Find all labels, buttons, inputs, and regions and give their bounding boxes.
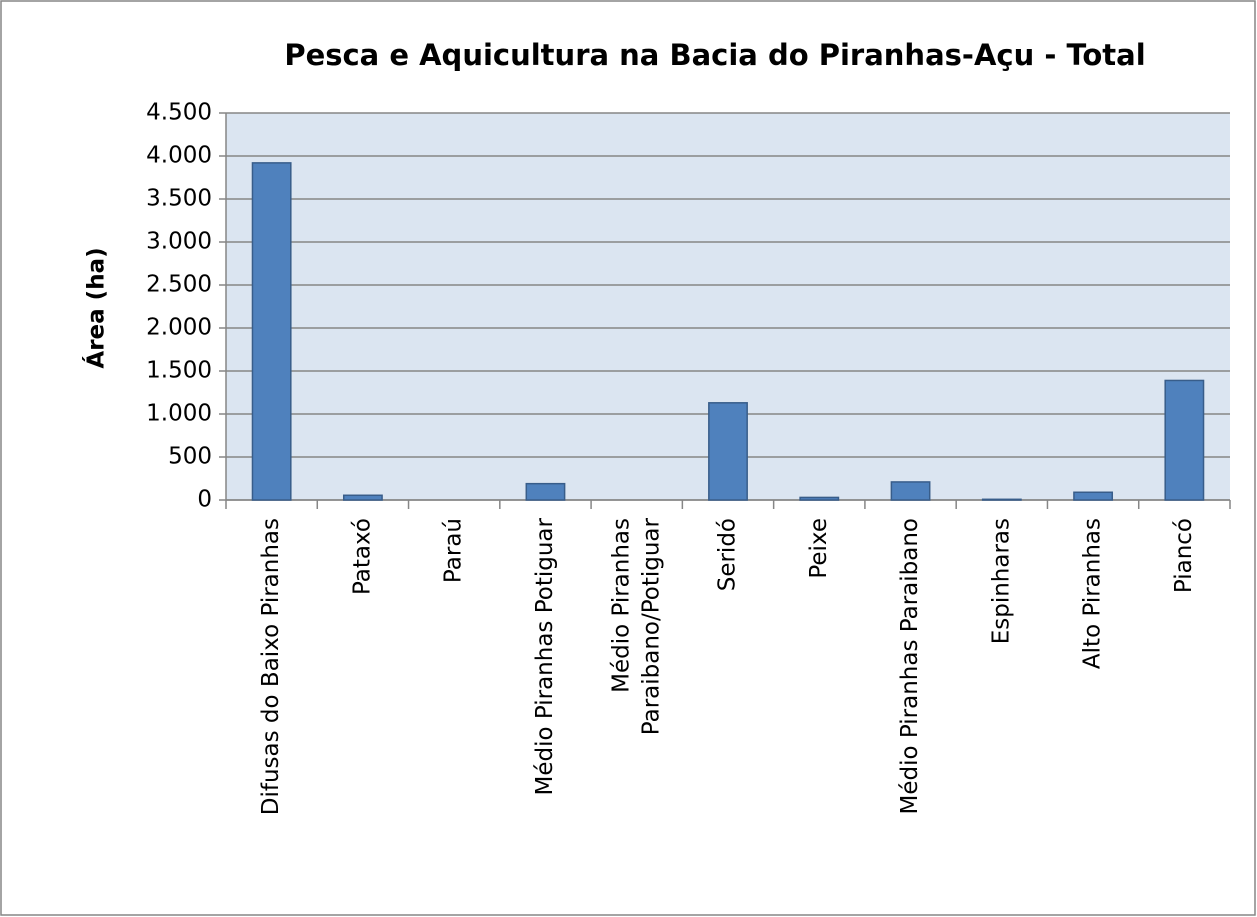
x-tick-label: Espinharas [988,518,1014,644]
bar [708,402,748,501]
y-tick-label: 3.000 [146,229,212,255]
x-tick-label: Seridó [715,518,741,591]
y-tick-label: 1.500 [146,358,212,384]
y-tick-label: 2.500 [146,272,212,298]
x-tick-label: Médio Piranhas Paraibano [897,518,923,814]
x-tick-label: Pataxó [349,518,375,595]
x-tick-label: Médio Piranhas Paraibano/Potiguar [608,517,664,735]
x-tick-label: Difusas do Baixo Piranhas [258,518,284,815]
y-tick-label: 500 [168,444,212,470]
x-tick-label: Médio Piranhas Potiguar [532,517,558,795]
bar [251,162,292,501]
x-tick-label: Peixe [806,518,832,579]
bar [525,482,566,501]
bar [1073,491,1114,501]
y-tick-label: 4.000 [146,143,212,169]
y-axis-label: Área (ha) [82,247,110,368]
x-tick-label: Paraú [441,518,467,583]
y-tick-label: 2.000 [146,315,212,341]
bar [981,498,1022,501]
y-tick-label: 3.500 [146,186,212,212]
bar [890,481,931,501]
bar [342,494,383,501]
bar [1164,379,1205,501]
y-tick-label: 4.500 [146,100,212,126]
y-tick-label: 0 [197,487,212,513]
y-tick-label: 1.000 [146,401,212,427]
chart-title: Pesca e Aquicultura na Bacia do Piranhas… [284,38,1145,72]
x-tick-label: Piancó [1171,518,1197,593]
x-tick-label: Alto Piranhas [1080,518,1106,669]
bar [799,496,840,501]
